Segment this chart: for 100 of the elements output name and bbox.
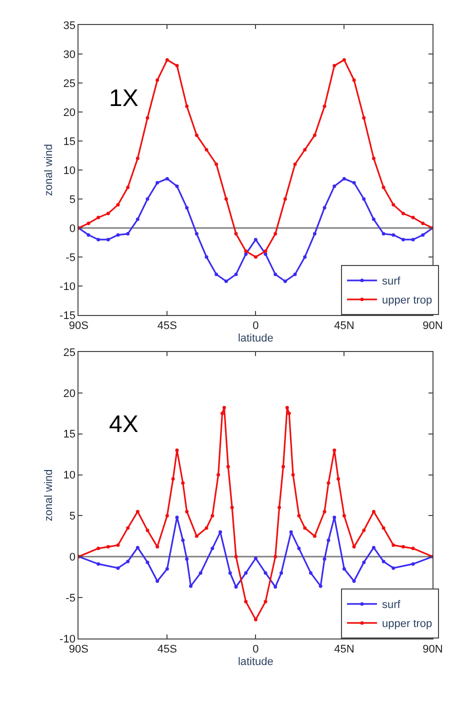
point bbox=[185, 510, 189, 514]
point bbox=[228, 571, 232, 575]
y-tick-label: 0 bbox=[69, 222, 76, 235]
y-tick-label: 25 bbox=[63, 346, 76, 359]
point bbox=[289, 530, 293, 534]
legend-label: surf bbox=[382, 276, 402, 288]
x-tick-label: 90N bbox=[422, 644, 443, 656]
annotation: 1X bbox=[109, 85, 138, 112]
point bbox=[362, 116, 366, 120]
point bbox=[382, 526, 386, 530]
point bbox=[291, 473, 295, 477]
point bbox=[126, 232, 130, 236]
point bbox=[332, 448, 336, 452]
point bbox=[297, 514, 301, 518]
line-series bbox=[78, 516, 433, 589]
point bbox=[96, 216, 100, 220]
point bbox=[352, 78, 356, 82]
point bbox=[274, 232, 278, 236]
point bbox=[194, 133, 198, 137]
point bbox=[234, 585, 238, 589]
y-tick-label: 20 bbox=[63, 106, 76, 119]
x-tick-label: 45N bbox=[334, 644, 354, 656]
point bbox=[175, 448, 179, 452]
point bbox=[401, 238, 405, 242]
point bbox=[401, 545, 405, 549]
point bbox=[303, 148, 307, 152]
point bbox=[189, 584, 193, 588]
point bbox=[332, 64, 336, 68]
x-tick-label: 90N bbox=[422, 320, 443, 332]
point bbox=[171, 477, 175, 481]
point bbox=[392, 543, 396, 547]
point bbox=[204, 148, 208, 152]
point bbox=[126, 186, 130, 190]
point bbox=[156, 78, 160, 82]
line-series bbox=[78, 176, 433, 284]
point bbox=[312, 232, 316, 236]
point bbox=[285, 406, 289, 410]
point bbox=[106, 545, 110, 549]
point bbox=[181, 538, 185, 542]
x-axis-title: latitude bbox=[238, 656, 274, 668]
point bbox=[326, 481, 330, 485]
point bbox=[254, 618, 258, 622]
point bbox=[362, 528, 366, 532]
y-axis-title: zonal wind bbox=[43, 144, 56, 196]
point bbox=[372, 156, 376, 160]
point bbox=[96, 238, 100, 242]
point bbox=[222, 406, 226, 410]
x-tick-label: 45N bbox=[334, 320, 354, 332]
point bbox=[244, 600, 248, 604]
point bbox=[234, 232, 238, 236]
point bbox=[86, 222, 90, 226]
point bbox=[293, 272, 297, 276]
point bbox=[214, 162, 218, 166]
point bbox=[204, 526, 208, 530]
point bbox=[281, 464, 285, 468]
point bbox=[185, 206, 189, 210]
x-tick-label: 0 bbox=[252, 644, 259, 656]
y-tick-label: 25 bbox=[63, 78, 76, 90]
point bbox=[116, 543, 120, 547]
point bbox=[136, 546, 140, 550]
point bbox=[372, 546, 376, 550]
point bbox=[136, 510, 140, 514]
point bbox=[274, 272, 278, 276]
y-tick-label: 20 bbox=[63, 388, 76, 400]
point bbox=[411, 238, 415, 242]
point bbox=[106, 238, 110, 242]
point bbox=[175, 64, 179, 68]
point bbox=[136, 218, 140, 222]
point bbox=[264, 249, 268, 253]
point bbox=[312, 534, 316, 538]
point bbox=[411, 216, 415, 220]
legend-label: upper trop bbox=[382, 618, 432, 630]
point bbox=[220, 412, 224, 416]
point bbox=[382, 232, 386, 236]
point bbox=[96, 546, 100, 550]
legend-label: upper trop bbox=[382, 294, 432, 307]
point bbox=[234, 554, 238, 558]
point bbox=[411, 546, 415, 550]
y-tick-label: -5 bbox=[66, 252, 76, 264]
x-tick-label: 45S bbox=[157, 320, 177, 332]
point bbox=[352, 181, 356, 185]
point bbox=[278, 506, 282, 510]
y-tick-label: 15 bbox=[63, 428, 76, 441]
y-tick-label: 5 bbox=[69, 510, 76, 523]
line-series bbox=[78, 58, 433, 259]
point bbox=[411, 562, 415, 566]
point bbox=[254, 556, 258, 560]
point bbox=[332, 516, 336, 520]
y-axis-title: zonal wind bbox=[43, 469, 56, 522]
point bbox=[336, 477, 340, 481]
point bbox=[322, 557, 326, 561]
point bbox=[165, 58, 169, 62]
point bbox=[274, 554, 278, 558]
point bbox=[332, 184, 336, 188]
point bbox=[293, 162, 297, 166]
point bbox=[421, 233, 425, 237]
point bbox=[185, 557, 189, 561]
y-tick-label: -10 bbox=[60, 633, 76, 646]
point bbox=[175, 184, 179, 188]
point bbox=[372, 218, 376, 222]
